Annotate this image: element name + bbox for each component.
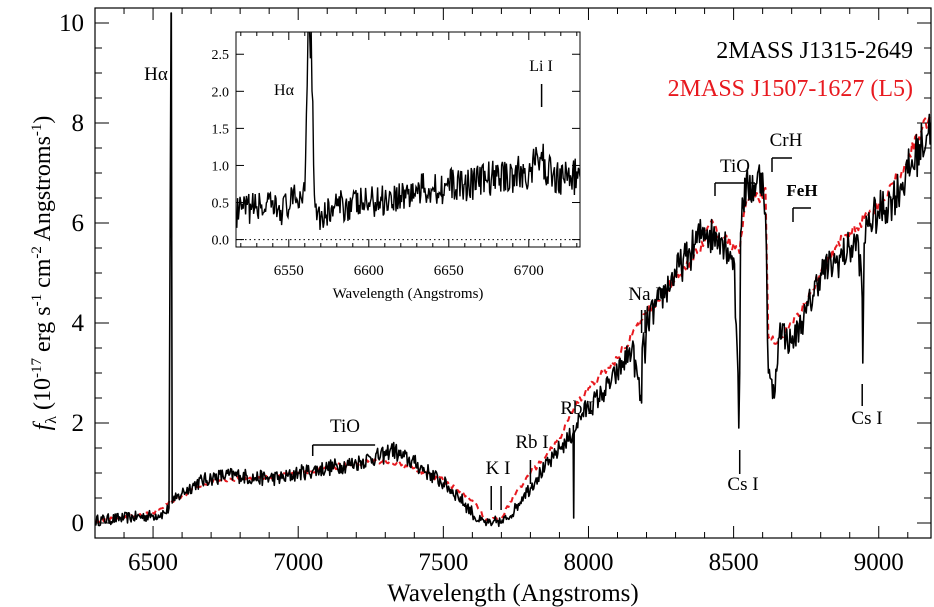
- y-label-close: ): [30, 116, 56, 124]
- x-tick-label: 7500: [418, 549, 468, 576]
- annotation-tio-1: TiO: [330, 416, 360, 437]
- inset-y-tick-label: 0.5: [212, 197, 230, 212]
- annotation-nai: Na I: [628, 284, 661, 305]
- y-label-f: f: [30, 420, 56, 430]
- inset-x-tick-label: 6650: [434, 263, 464, 279]
- inset-annotations: Hα Li I: [274, 58, 553, 107]
- x-axis-label: Wavelength (Angstroms): [387, 580, 638, 607]
- inset-annotation-lii: Li I: [529, 58, 553, 75]
- y-label-exp2: -1: [29, 294, 45, 307]
- main-tick-labels: 6500 7000 7500 8000 8500 9000 0 2 4 6 8 10: [59, 10, 904, 576]
- x-tick-label: 8500: [709, 549, 759, 576]
- annotation-halpha: Hα: [144, 64, 168, 85]
- y-axis-label: fλ (10-17 erg s-1 cm-2 Angstroms-1): [29, 116, 60, 431]
- inset-plot: 6550 6600 6650 6700 0.0 0.5 1.0 1.5 2.0 2.5 Hα Li …: [212, 31, 581, 302]
- legend-entry-1: 2MASS J1315-2649: [716, 38, 913, 64]
- annotation-ki: K I: [486, 458, 511, 479]
- inset-x-axis-label: Wavelength (Angstroms): [333, 286, 484, 302]
- y-tick-label: 0: [72, 510, 85, 537]
- y-label-ang: Angstroms: [30, 136, 56, 246]
- annotation-rbi-1: Rb I: [515, 432, 548, 453]
- x-tick-label: 6500: [128, 549, 178, 576]
- y-tick-label: 2: [72, 410, 85, 437]
- series-line-j1507: [95, 112, 931, 524]
- annotation-crh: CrH: [770, 130, 803, 151]
- y-label-main: (10: [30, 378, 56, 416]
- inset-x-tick-label: 6550: [274, 263, 304, 279]
- annotation-csi-1: Cs I: [727, 474, 758, 495]
- x-tick-label: 7000: [273, 549, 323, 576]
- y-label-cm: cm: [30, 258, 56, 294]
- annotation-rbi-2: Rb I: [560, 398, 593, 419]
- y-label-exp3: -2: [29, 246, 45, 259]
- series-line-j1315: [95, 12, 931, 528]
- inset-axis-ticks: [236, 32, 580, 247]
- y-tick-label: 8: [72, 110, 85, 137]
- x-tick-label: 8000: [563, 549, 613, 576]
- x-tick-label: 9000: [854, 549, 904, 576]
- inset-y-tick-label: 1.0: [212, 159, 230, 174]
- main-series-group: [95, 12, 931, 528]
- inset-y-tick-label: 1.5: [212, 122, 230, 137]
- inset-background: [236, 32, 580, 247]
- inset-x-tick-label: 6700: [514, 263, 544, 279]
- inset-y-tick-label: 2.5: [212, 48, 230, 63]
- y-label-exp4: -1: [29, 124, 45, 137]
- inset-series-group: [236, 32, 580, 230]
- annotation-feh: FeH: [786, 181, 817, 200]
- y-label-exp1: -17: [29, 357, 45, 377]
- legend-entry-2: 2MASS J1507-1627 (L5): [668, 76, 913, 102]
- inset-annotation-halpha: Hα: [274, 82, 295, 99]
- inset-tick-labels: 6550 6600 6650 6700 0.0 0.5 1.0 1.5 2.0 2.5: [212, 48, 544, 279]
- y-tick-label: 4: [72, 310, 85, 337]
- inset-series-line: [236, 32, 580, 230]
- annotation-tio-2: TiO: [720, 156, 750, 177]
- y-label-s: erg s: [30, 306, 56, 358]
- inset-x-tick-label: 6600: [354, 263, 384, 279]
- y-tick-label: 6: [72, 210, 85, 237]
- annotation-csi-2: Cs I: [851, 408, 882, 429]
- inset-y-tick-label: 2.0: [212, 85, 230, 100]
- main-plot: 6500 7000 7500 8000 8500 9000 0 2 4 6 8 10 Hα TiO K I…: [29, 7, 932, 607]
- y-label-sub: λ: [43, 416, 60, 424]
- inset-y-tick-label: 0.0: [212, 234, 230, 249]
- y-tick-label: 10: [59, 10, 84, 37]
- inset-plot-frame: [235, 31, 581, 248]
